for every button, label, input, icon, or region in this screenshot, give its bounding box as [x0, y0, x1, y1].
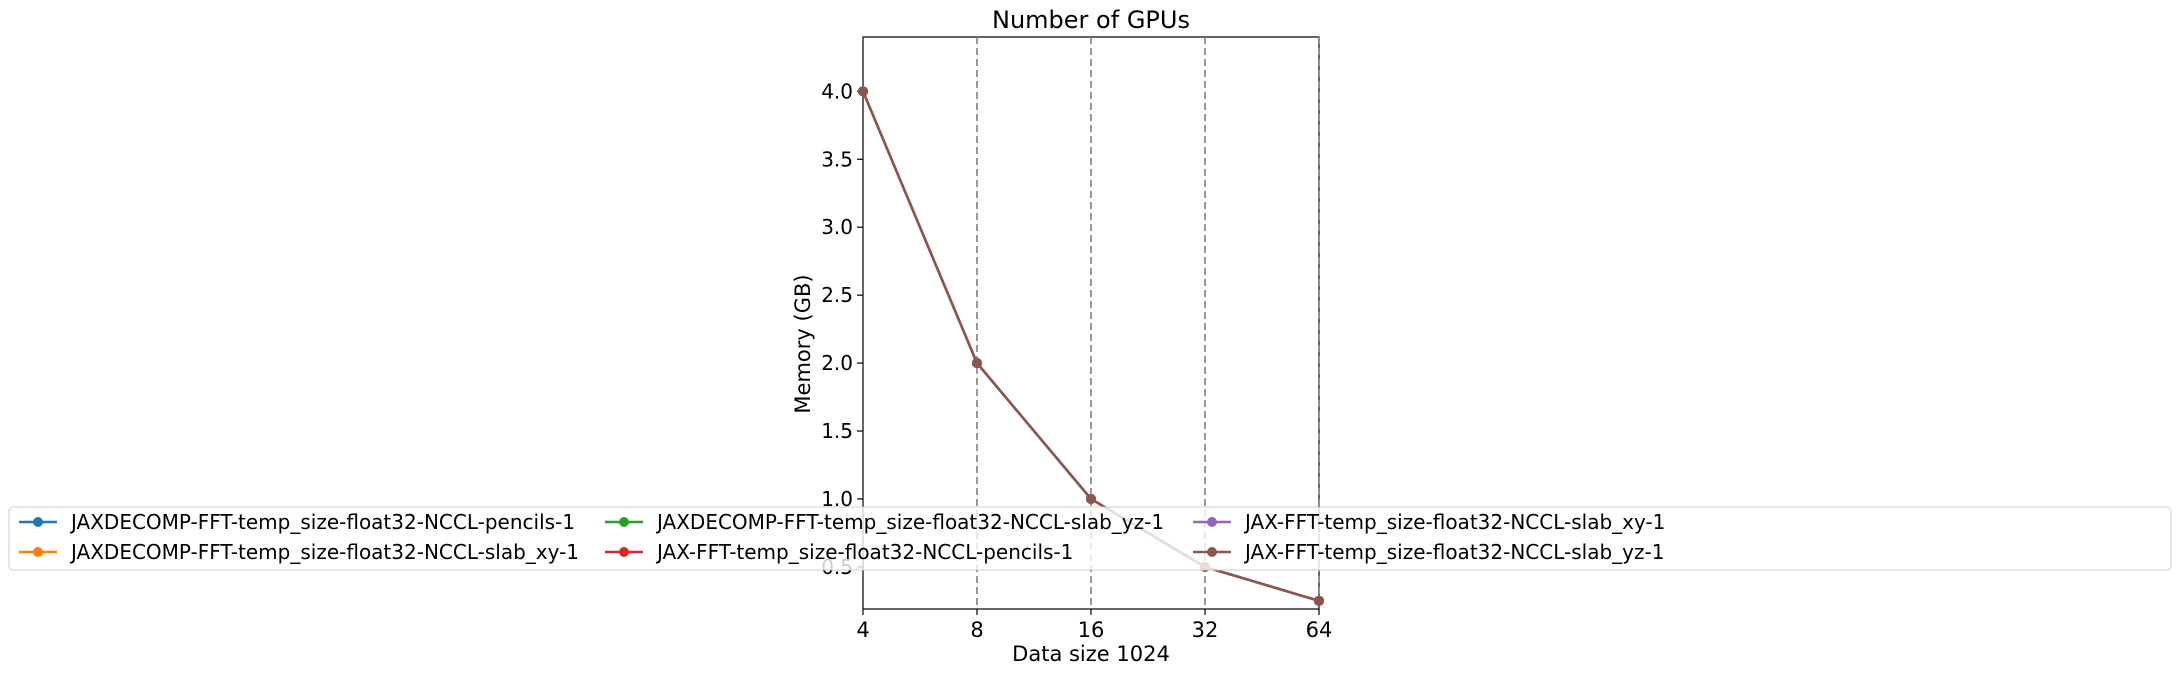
y-tick-label: 2.0: [821, 351, 853, 375]
data-point: [972, 358, 982, 369]
x-tick-label: 4: [856, 618, 869, 642]
data-point: [858, 86, 868, 97]
legend-frame: [8, 506, 2172, 571]
legend-label: JAXDECOMP-FFT-temp_size-float32-NCCL-pen…: [69, 510, 575, 534]
legend-marker: [619, 517, 629, 527]
x-tick-label: 16: [1078, 618, 1105, 642]
legend-label: JAXDECOMP-FFT-temp_size-float32-NCCL-sla…: [655, 510, 1164, 534]
legend-label: JAX-FFT-temp_size-float32-NCCL-slab_yz-1: [1243, 540, 1664, 564]
legend-marker: [33, 517, 43, 527]
y-tick-label: 3.5: [821, 147, 853, 171]
y-tick-label: 3.0: [821, 215, 853, 239]
y-axis-label: Memory (GB): [791, 274, 815, 413]
legend-label: JAX-FFT-temp_size-float32-NCCL-slab_xy-1: [1243, 510, 1665, 534]
x-axis-label: Data size 1024: [1012, 642, 1170, 666]
y-tick-label: 1.5: [821, 419, 853, 443]
data-point: [1314, 595, 1324, 606]
legend-marker: [1207, 547, 1217, 557]
legend-marker: [1207, 517, 1217, 527]
y-tick-label: 4.0: [821, 79, 853, 103]
data-point: [1086, 493, 1096, 504]
legend-label: JAX-FFT-temp_size-float32-NCCL-pencils-1: [655, 540, 1073, 564]
legend-label: JAXDECOMP-FFT-temp_size-float32-NCCL-sla…: [69, 540, 579, 564]
x-tick-label: 64: [1306, 618, 1333, 642]
x-tick-label: 32: [1192, 618, 1219, 642]
chart-title: Number of GPUs: [992, 6, 1190, 34]
y-tick-label: 2.5: [821, 283, 853, 307]
legend-marker: [33, 547, 43, 557]
x-tick-label: 8: [970, 618, 983, 642]
legend: JAXDECOMP-FFT-temp_size-float32-NCCL-pen…: [8, 506, 2172, 571]
legend-marker: [619, 547, 629, 557]
